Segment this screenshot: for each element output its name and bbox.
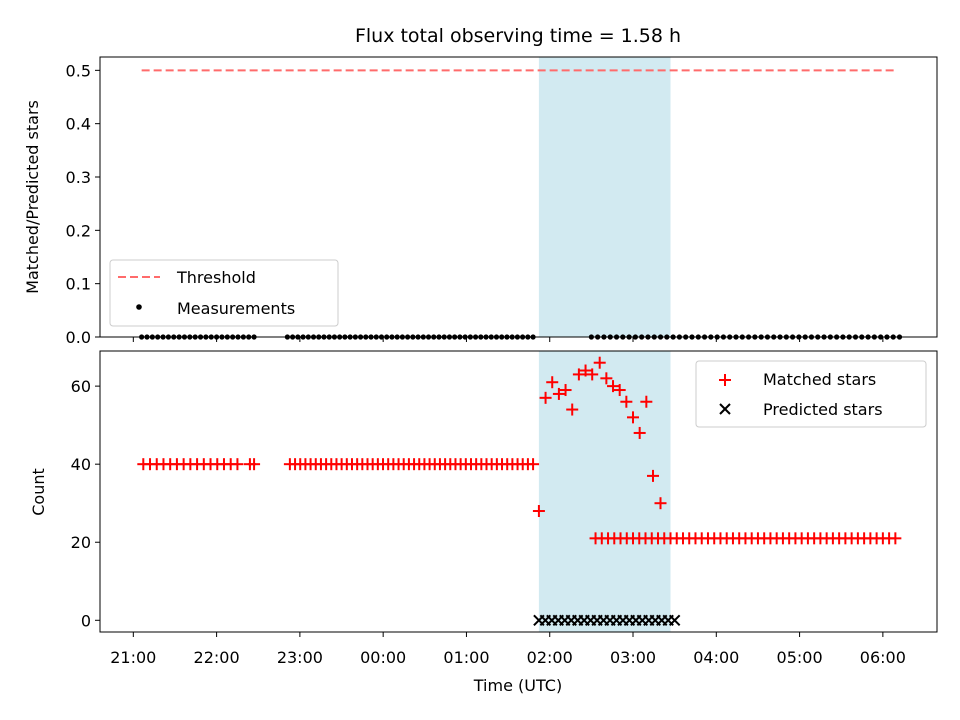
matched-star-point [532, 505, 545, 518]
x-tick-label: 03:00 [610, 648, 656, 667]
matched-star-point [627, 411, 640, 424]
matched-star-point [552, 387, 565, 400]
x-tick-label: 00:00 [360, 648, 406, 667]
bottom-y-axis-label: Count [29, 468, 48, 516]
x-axis-label: Time (UTC) [473, 676, 562, 695]
matched-stars-legend-label: Matched stars [763, 370, 876, 389]
x-tick-label: 01:00 [443, 648, 489, 667]
x-tick-label: 05:00 [777, 648, 823, 667]
matched-star-point [248, 458, 261, 471]
bottom-y-tick-label: 0 [81, 611, 91, 630]
x-tick-label: 06:00 [860, 648, 906, 667]
top-y-tick-label: 0.4 [66, 115, 91, 134]
bottom-y-tick-label: 20 [71, 533, 91, 552]
top-y-tick-label: 0.0 [66, 328, 91, 347]
matched-star-point [546, 376, 559, 389]
matched-star-point [539, 391, 552, 404]
matched-star-point [889, 532, 902, 545]
matched-star-point [640, 395, 653, 408]
matched-star-point [620, 395, 633, 408]
bottom-panel: 0 20 40 60 21:00 22:00 23:00 00:00 01:00 02:00 03… [29, 350, 938, 695]
matched-star-point [566, 403, 579, 416]
x-tick-label: 21:00 [110, 648, 156, 667]
x-tick-label: 04:00 [693, 648, 739, 667]
top-y-tick-label: 0.1 [66, 275, 91, 294]
chart-title: Flux total observing time = 1.58 h [355, 25, 681, 47]
matched-star-point [633, 426, 646, 439]
bottom-legend: Matched stars Predicted stars [695, 360, 927, 428]
matched-star-point [231, 458, 244, 471]
matched-star-point [607, 380, 620, 393]
top-y-tick-label: 0.5 [66, 61, 91, 80]
predicted-star-point [668, 614, 681, 626]
measurements-legend-swatch [136, 304, 142, 310]
matched-star-point [593, 356, 606, 369]
top-y-axis-label: Matched/Predicted stars [23, 100, 42, 294]
x-tick-label: 23:00 [277, 648, 323, 667]
top-shaded-region [538, 57, 671, 337]
matched-star-point [527, 458, 540, 471]
measurements-legend-label: Measurements [177, 299, 295, 318]
bottom-legend-frame [695, 360, 927, 428]
matched-star-point [586, 368, 599, 381]
bottom-y-tick-label: 40 [71, 455, 91, 474]
top-y-tick-label: 0.2 [66, 221, 91, 240]
top-legend-frame [109, 259, 339, 327]
bottom-axes-frame [99, 350, 938, 633]
top-y-tick-label: 0.3 [66, 168, 91, 187]
top-axes-frame [99, 56, 938, 338]
predicted-stars-legend-swatch [719, 403, 731, 415]
bottom-y-tick-label: 60 [71, 377, 91, 396]
top-panel: 0.0 0.1 0.2 0.3 0.4 0.5 Matched/Predicted sta… [23, 56, 938, 347]
matched-stars-legend-swatch [719, 374, 731, 386]
top-legend: Threshold Measurements [109, 259, 339, 327]
matched-star-point [613, 384, 626, 397]
matched-star-point [572, 368, 585, 381]
matched-star-point [600, 372, 613, 385]
matched-star-point [579, 364, 592, 377]
matched-star-point [647, 469, 660, 482]
bottom-shaded-region [538, 351, 671, 632]
x-tick-label: 22:00 [194, 648, 240, 667]
matched-star-point [654, 497, 667, 510]
matched-star-point [559, 384, 572, 397]
threshold-legend-label: Threshold [176, 268, 256, 287]
x-tick-label: 02:00 [527, 648, 573, 667]
predicted-stars-legend-label: Predicted stars [763, 400, 883, 419]
